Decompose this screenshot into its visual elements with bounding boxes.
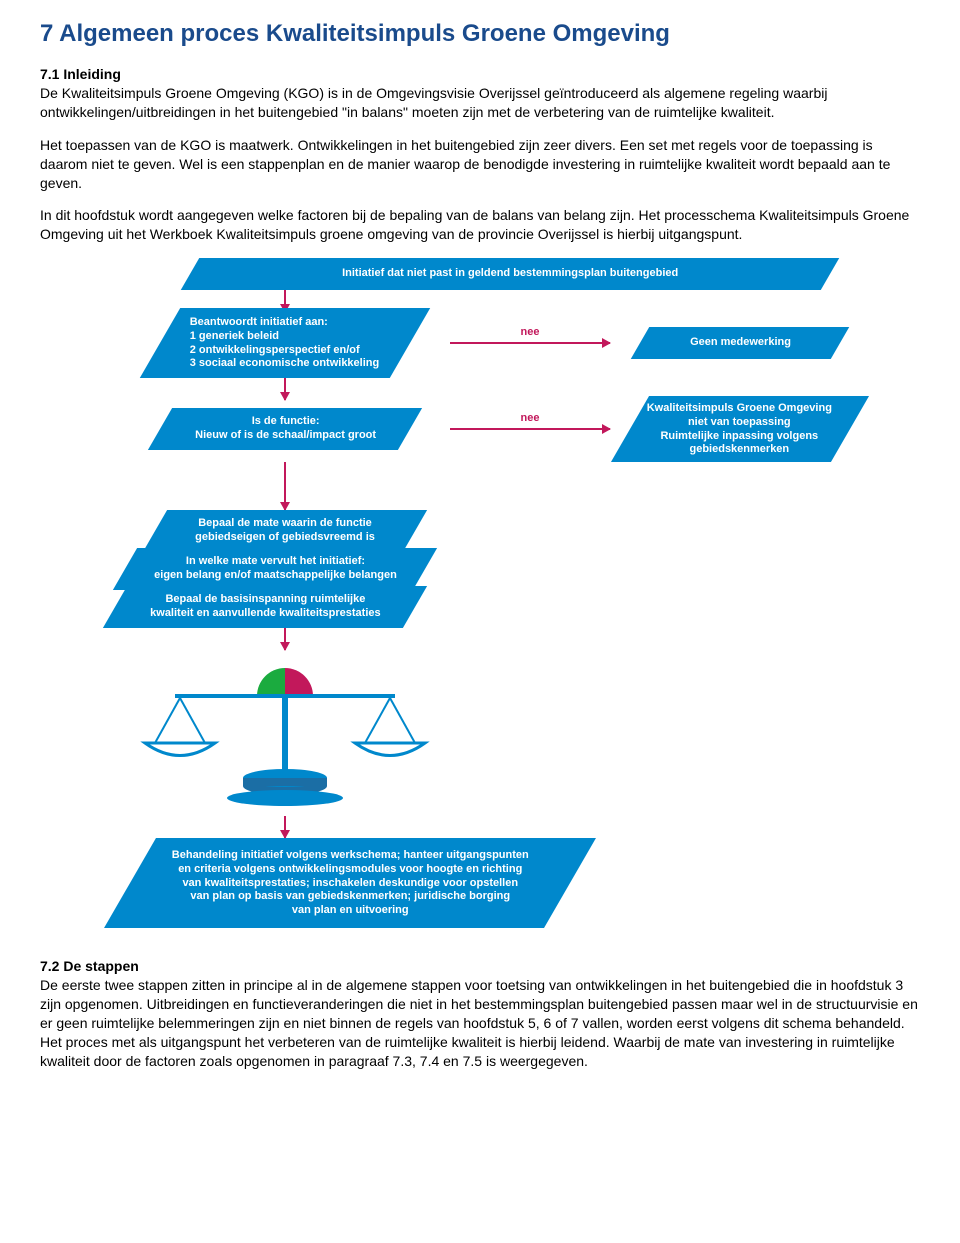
section-7-1-para-1: De Kwaliteitsimpuls Groene Omgeving (KGO… (40, 84, 920, 122)
flow-node-s5: Bepaal de basisinspanning ruimtelijke kw… (140, 587, 390, 627)
flow-node-s4: In welke mate vervult het initiatief: ei… (144, 549, 407, 589)
flowchart: Initiatief dat niet past in geldend best… (90, 258, 870, 928)
flow-node-final: Behandeling initiatief volgens werkschem… (162, 843, 539, 924)
section-7-1-heading: 7.1 Inleiding (40, 66, 920, 82)
section-7-1-para-2: Het toepassen van de KGO is maatwerk. On… (40, 136, 920, 193)
flow-node-q1: Beantwoordt initiatief aan: 1 generiek b… (180, 310, 390, 377)
section-7-2-para: De eerste twee stappen zitten in princip… (40, 976, 920, 1070)
balance-scale-icon (120, 658, 450, 808)
flow-node-r1: Geen medewerking (680, 330, 801, 356)
section-7-2-heading: 7.2 De stappen (40, 958, 920, 974)
flow-node-s3: Bepaal de mate waarin de functie gebieds… (185, 511, 385, 551)
flow-node-top: Initiatief dat niet past in geldend best… (332, 261, 688, 287)
flow-node-q2: Is de functie: Nieuw of is de schaal/imp… (185, 409, 386, 449)
flow-label-nee-1: nee (521, 326, 540, 338)
flow-label-nee-2: nee (521, 412, 540, 424)
section-7-1-para-3: In dit hoofdstuk wordt aangegeven welke … (40, 206, 920, 244)
page-title: 7 Algemeen proces Kwaliteitsimpuls Groen… (40, 20, 920, 48)
flow-node-r2: Kwaliteitsimpuls Groene Omgeving niet va… (637, 396, 842, 463)
